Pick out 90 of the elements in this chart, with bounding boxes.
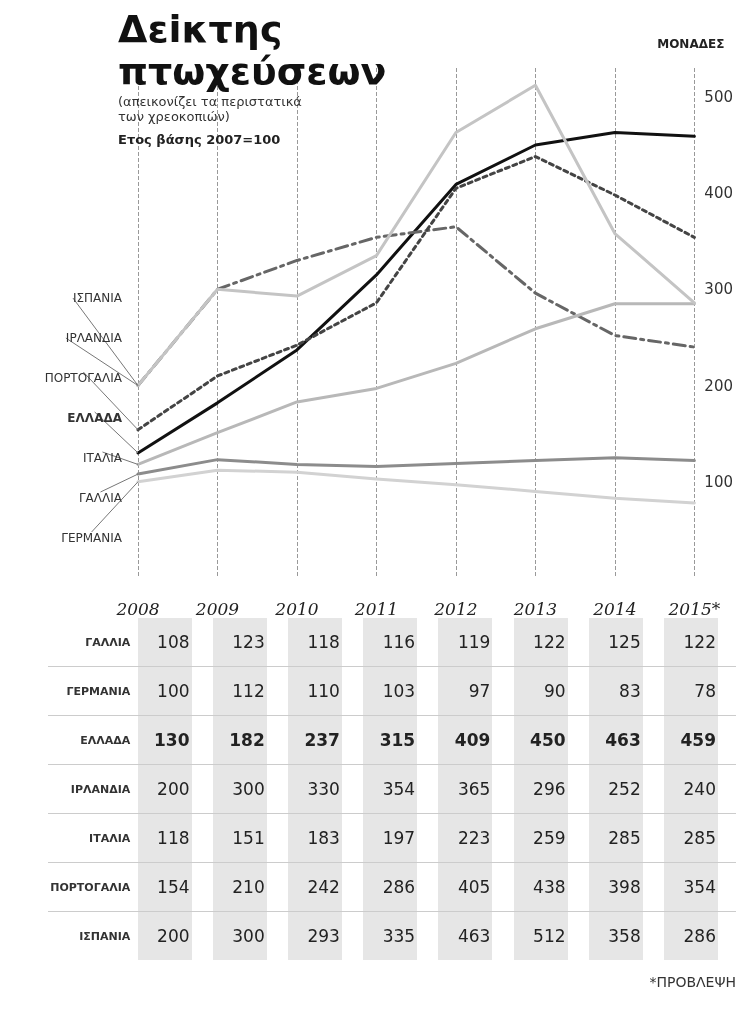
text: ΙΡΛΑΝΔΙΑ [70, 782, 131, 796]
data-label: 512 [513, 912, 568, 960]
text: ΠΟΡΤΟΓΑΛΙΑ [44, 371, 123, 385]
data-label: 182 [212, 716, 267, 764]
data-label: 123 [212, 618, 267, 666]
data-label: 459 [664, 716, 718, 764]
data-label: 315 [363, 716, 418, 764]
data-label: 100 [137, 667, 192, 715]
y-tick-label: 500 [704, 87, 734, 106]
data-label: 330 [287, 765, 342, 813]
annotation: Ετος βάσης 2007=100 [118, 132, 282, 147]
line-series [136, 468, 696, 505]
y-tick-label: 300 [704, 280, 734, 299]
y-tick-label: 200 [704, 376, 734, 395]
x-tick-label: 2010 [274, 598, 319, 619]
x-tick-label: 2009 [194, 598, 240, 619]
data-label: 358 [588, 912, 643, 960]
text: ΕΛΛΑΔΑ [80, 733, 131, 747]
data-label: 365 [438, 765, 493, 813]
data-label: 122 [513, 618, 568, 666]
data-label: 122 [664, 618, 718, 666]
text: (απεικονίζει τα περιστατικά των χρεοκοπιών) [118, 94, 303, 124]
data-label: 335 [363, 912, 418, 960]
data-label: 125 [588, 618, 643, 666]
text: ΙΣΠΑΝΙΑ [72, 291, 123, 305]
data-label: 200 [137, 765, 192, 813]
x-tick-label: 2011 [353, 598, 399, 619]
y-tick-label: 100 [704, 472, 734, 491]
data-label: 259 [513, 814, 568, 862]
text: ΙΤΑΛΙΑ [89, 831, 131, 845]
data-label: 237 [287, 716, 342, 764]
data-label: 450 [513, 716, 568, 764]
series-label: ΓΑΛΛΙΑ [78, 491, 123, 505]
data-label: 354 [363, 765, 418, 813]
data-label: 151 [212, 814, 267, 862]
data-label: 405 [438, 863, 493, 911]
data-label: 438 [513, 863, 568, 911]
text: ΓΑΛΛΙΑ [85, 635, 131, 649]
data-label: 197 [363, 814, 418, 862]
data-label: 210 [212, 863, 267, 911]
data-label: 300 [212, 765, 267, 813]
x-tick-label: 2013 [512, 598, 558, 619]
data-label: 285 [588, 814, 643, 862]
data-label: 108 [137, 618, 192, 666]
text: ΙΣΠΑΝΙΑ [79, 929, 131, 943]
data-label: 300 [212, 912, 267, 960]
data-label: 97 [438, 667, 493, 715]
y-axis-title: ΜΟΝΑΔΕΣ [657, 37, 725, 51]
data-label: 463 [438, 912, 493, 960]
data-label: 183 [287, 814, 342, 862]
data-label: 118 [137, 814, 192, 862]
x-tick-label: 2015* [667, 598, 721, 619]
data-label: 83 [588, 667, 643, 715]
text: ΙΡΛΑΝΔΙΑ [65, 331, 123, 345]
data-label: 398 [588, 863, 643, 911]
data-label: 112 [212, 667, 267, 715]
text: *ΠΡΟΒΛΕΨΗ [649, 974, 736, 990]
text: ΠΟΡΤΟΓΑΛΙΑ [50, 880, 131, 894]
text: ΓΕΡΜΑΝΙΑ [66, 684, 131, 698]
data-label: 252 [588, 765, 643, 813]
x-tick-label: 2014 [592, 598, 637, 619]
text: ΕΛΛΑΔΑ [67, 411, 123, 425]
line-series [136, 456, 696, 476]
data-label: 200 [137, 912, 192, 960]
data-label: 90 [513, 667, 568, 715]
data-label: 354 [664, 863, 718, 911]
series-label: ΙΤΑΛΙΑ [82, 451, 123, 465]
data-label: 119 [438, 618, 493, 666]
data-label: 293 [287, 912, 342, 960]
data-label: 286 [363, 863, 418, 911]
chart-title: Δεiκτης πτωχεύσεων [118, 7, 388, 93]
data-label: 296 [513, 765, 568, 813]
y-tick-label: 400 [704, 184, 734, 203]
data-label: 242 [287, 863, 342, 911]
data-label: 409 [438, 716, 493, 764]
data-label: 154 [137, 863, 192, 911]
data-label: 285 [664, 814, 718, 862]
data-label: 116 [363, 618, 418, 666]
data-label: 286 [664, 912, 718, 960]
data-label: 463 [588, 716, 643, 764]
data-label: 223 [438, 814, 493, 862]
x-tick-label: 2008 [115, 598, 160, 619]
x-tick-label: 2012 [433, 598, 478, 619]
data-label: 110 [287, 667, 342, 715]
data-label: 78 [664, 667, 718, 715]
data-label: 240 [664, 765, 718, 813]
data-label: 103 [363, 667, 418, 715]
text: ΓΕΡΜΑΝΙΑ [61, 531, 123, 545]
data-label: 118 [287, 618, 342, 666]
data-label: 130 [137, 716, 192, 764]
